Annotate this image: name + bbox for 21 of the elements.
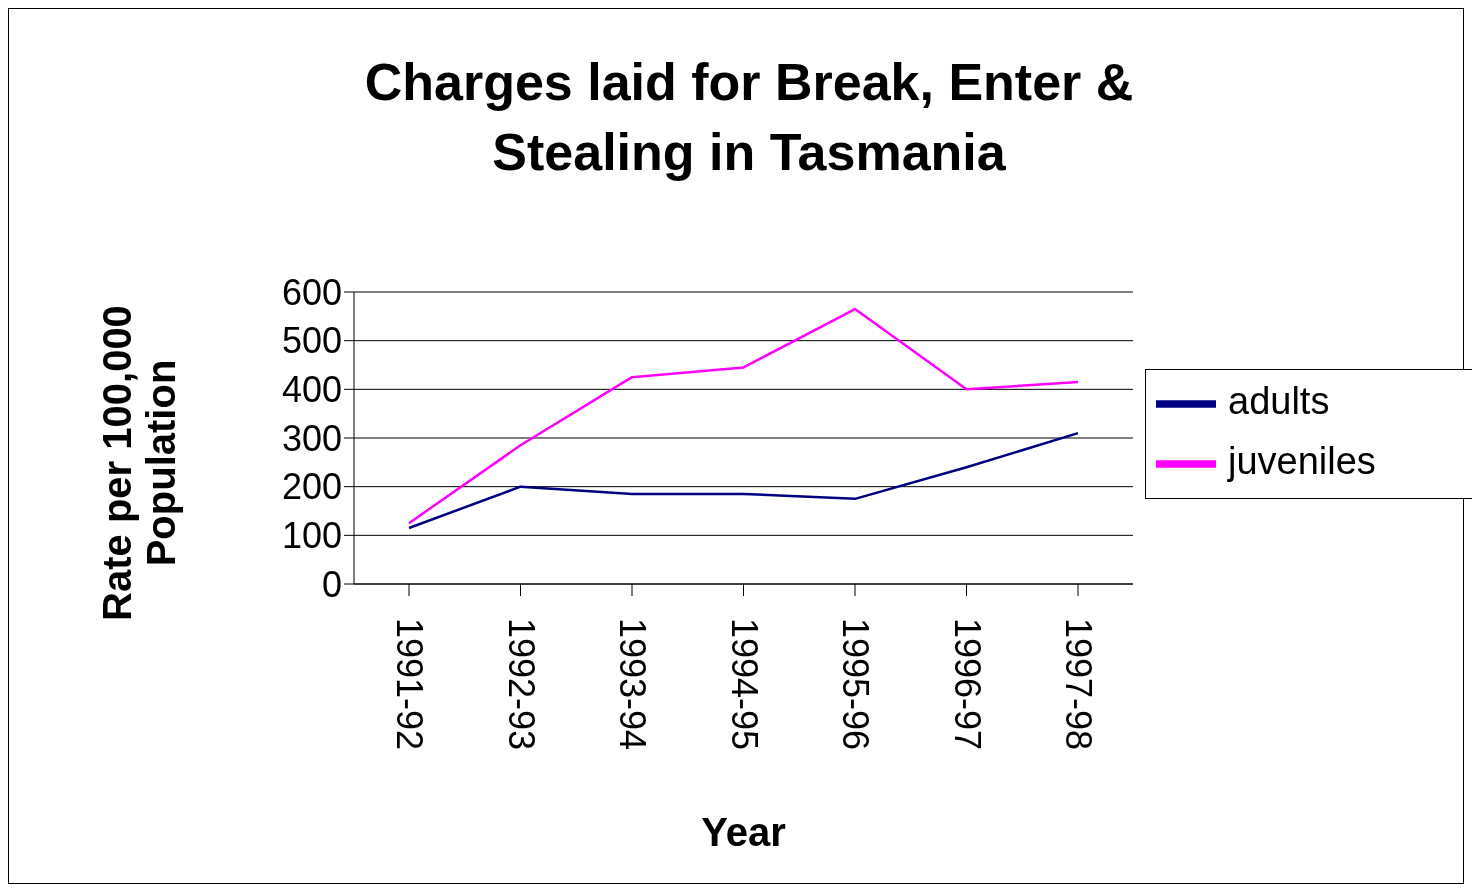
x-tick-label: 1992-93 bbox=[500, 618, 542, 751]
x-tick-label: 1997-98 bbox=[1058, 618, 1099, 751]
x-tick-label: 1994-95 bbox=[723, 618, 765, 751]
y-tick-label: 300 bbox=[281, 417, 342, 459]
y-tick-label: 500 bbox=[281, 320, 342, 362]
y-tick-label: 0 bbox=[321, 563, 342, 605]
legend-label: juveniles bbox=[1228, 440, 1376, 483]
line-series bbox=[407, 431, 1080, 530]
x-axis-title: Year bbox=[701, 810, 786, 854]
y-tick-label: 200 bbox=[281, 466, 342, 508]
y-tick-label: 400 bbox=[281, 369, 342, 411]
y-tick-label: 100 bbox=[281, 515, 342, 557]
y-axis-title: Rate per 100,000 Population bbox=[95, 304, 183, 623]
x-tick-label: 1993-94 bbox=[612, 618, 653, 751]
chart-title: Charges laid for Break, Enter & Stealing in Tasmania bbox=[363, 52, 1135, 183]
x-tick-label: 1996-97 bbox=[946, 618, 988, 751]
legend-label: adults bbox=[1228, 380, 1330, 423]
x-tick-label: 1991-92 bbox=[389, 618, 430, 751]
line-series bbox=[407, 307, 1080, 525]
y-tick-label: 600 bbox=[281, 271, 342, 313]
x-tick-label: 1995-96 bbox=[835, 618, 876, 751]
